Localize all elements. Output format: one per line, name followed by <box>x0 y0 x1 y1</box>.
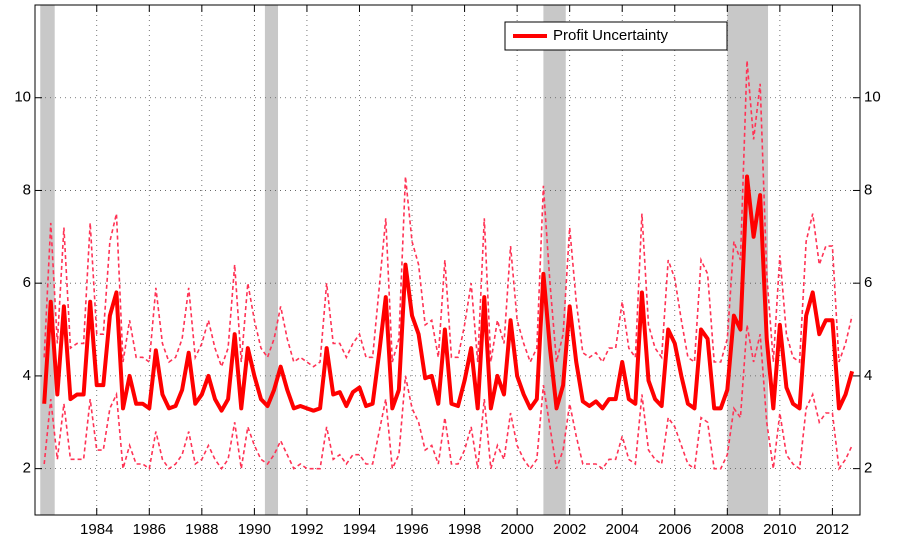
y2-tick-label: 6 <box>864 274 872 291</box>
y-tick-label: 8 <box>23 181 31 198</box>
x-tick-label: 2004 <box>606 521 639 538</box>
x-tick-label: 2010 <box>763 521 796 538</box>
x-tick-label: 1998 <box>448 521 481 538</box>
y2-tick-label: 10 <box>864 89 881 106</box>
x-tick-label: 1994 <box>343 521 376 538</box>
y2-tick-label: 2 <box>864 460 872 477</box>
y2-tick-label: 4 <box>864 367 872 384</box>
x-tick-label: 2002 <box>553 521 586 538</box>
y-tick-label: 4 <box>23 367 31 384</box>
plot-frame <box>34 4 861 516</box>
y2-tick-label: 8 <box>864 181 872 198</box>
x-tick-label: 1992 <box>290 521 323 538</box>
legend-label: Profit Uncertainty <box>553 27 669 44</box>
x-tick-label: 2006 <box>658 521 691 538</box>
x-tick-label: 1986 <box>133 521 166 538</box>
x-tick-label: 2000 <box>500 521 533 538</box>
x-tick-label: 1990 <box>238 521 271 538</box>
recession-band <box>264 5 279 515</box>
y-tick-label: 6 <box>23 274 31 291</box>
band-line <box>43 324 853 472</box>
y-tick-label: 2 <box>23 460 31 477</box>
recession-band <box>543 5 566 515</box>
x-tick-label: 1984 <box>80 521 113 538</box>
x-tick-label: 1988 <box>185 521 218 538</box>
band-line <box>43 60 853 370</box>
x-tick-label: 2012 <box>816 521 849 538</box>
x-tick-label: 2008 <box>711 521 744 538</box>
series-line <box>42 174 855 413</box>
y-tick-label: 10 <box>14 89 31 106</box>
x-tick-label: 1996 <box>395 521 428 538</box>
